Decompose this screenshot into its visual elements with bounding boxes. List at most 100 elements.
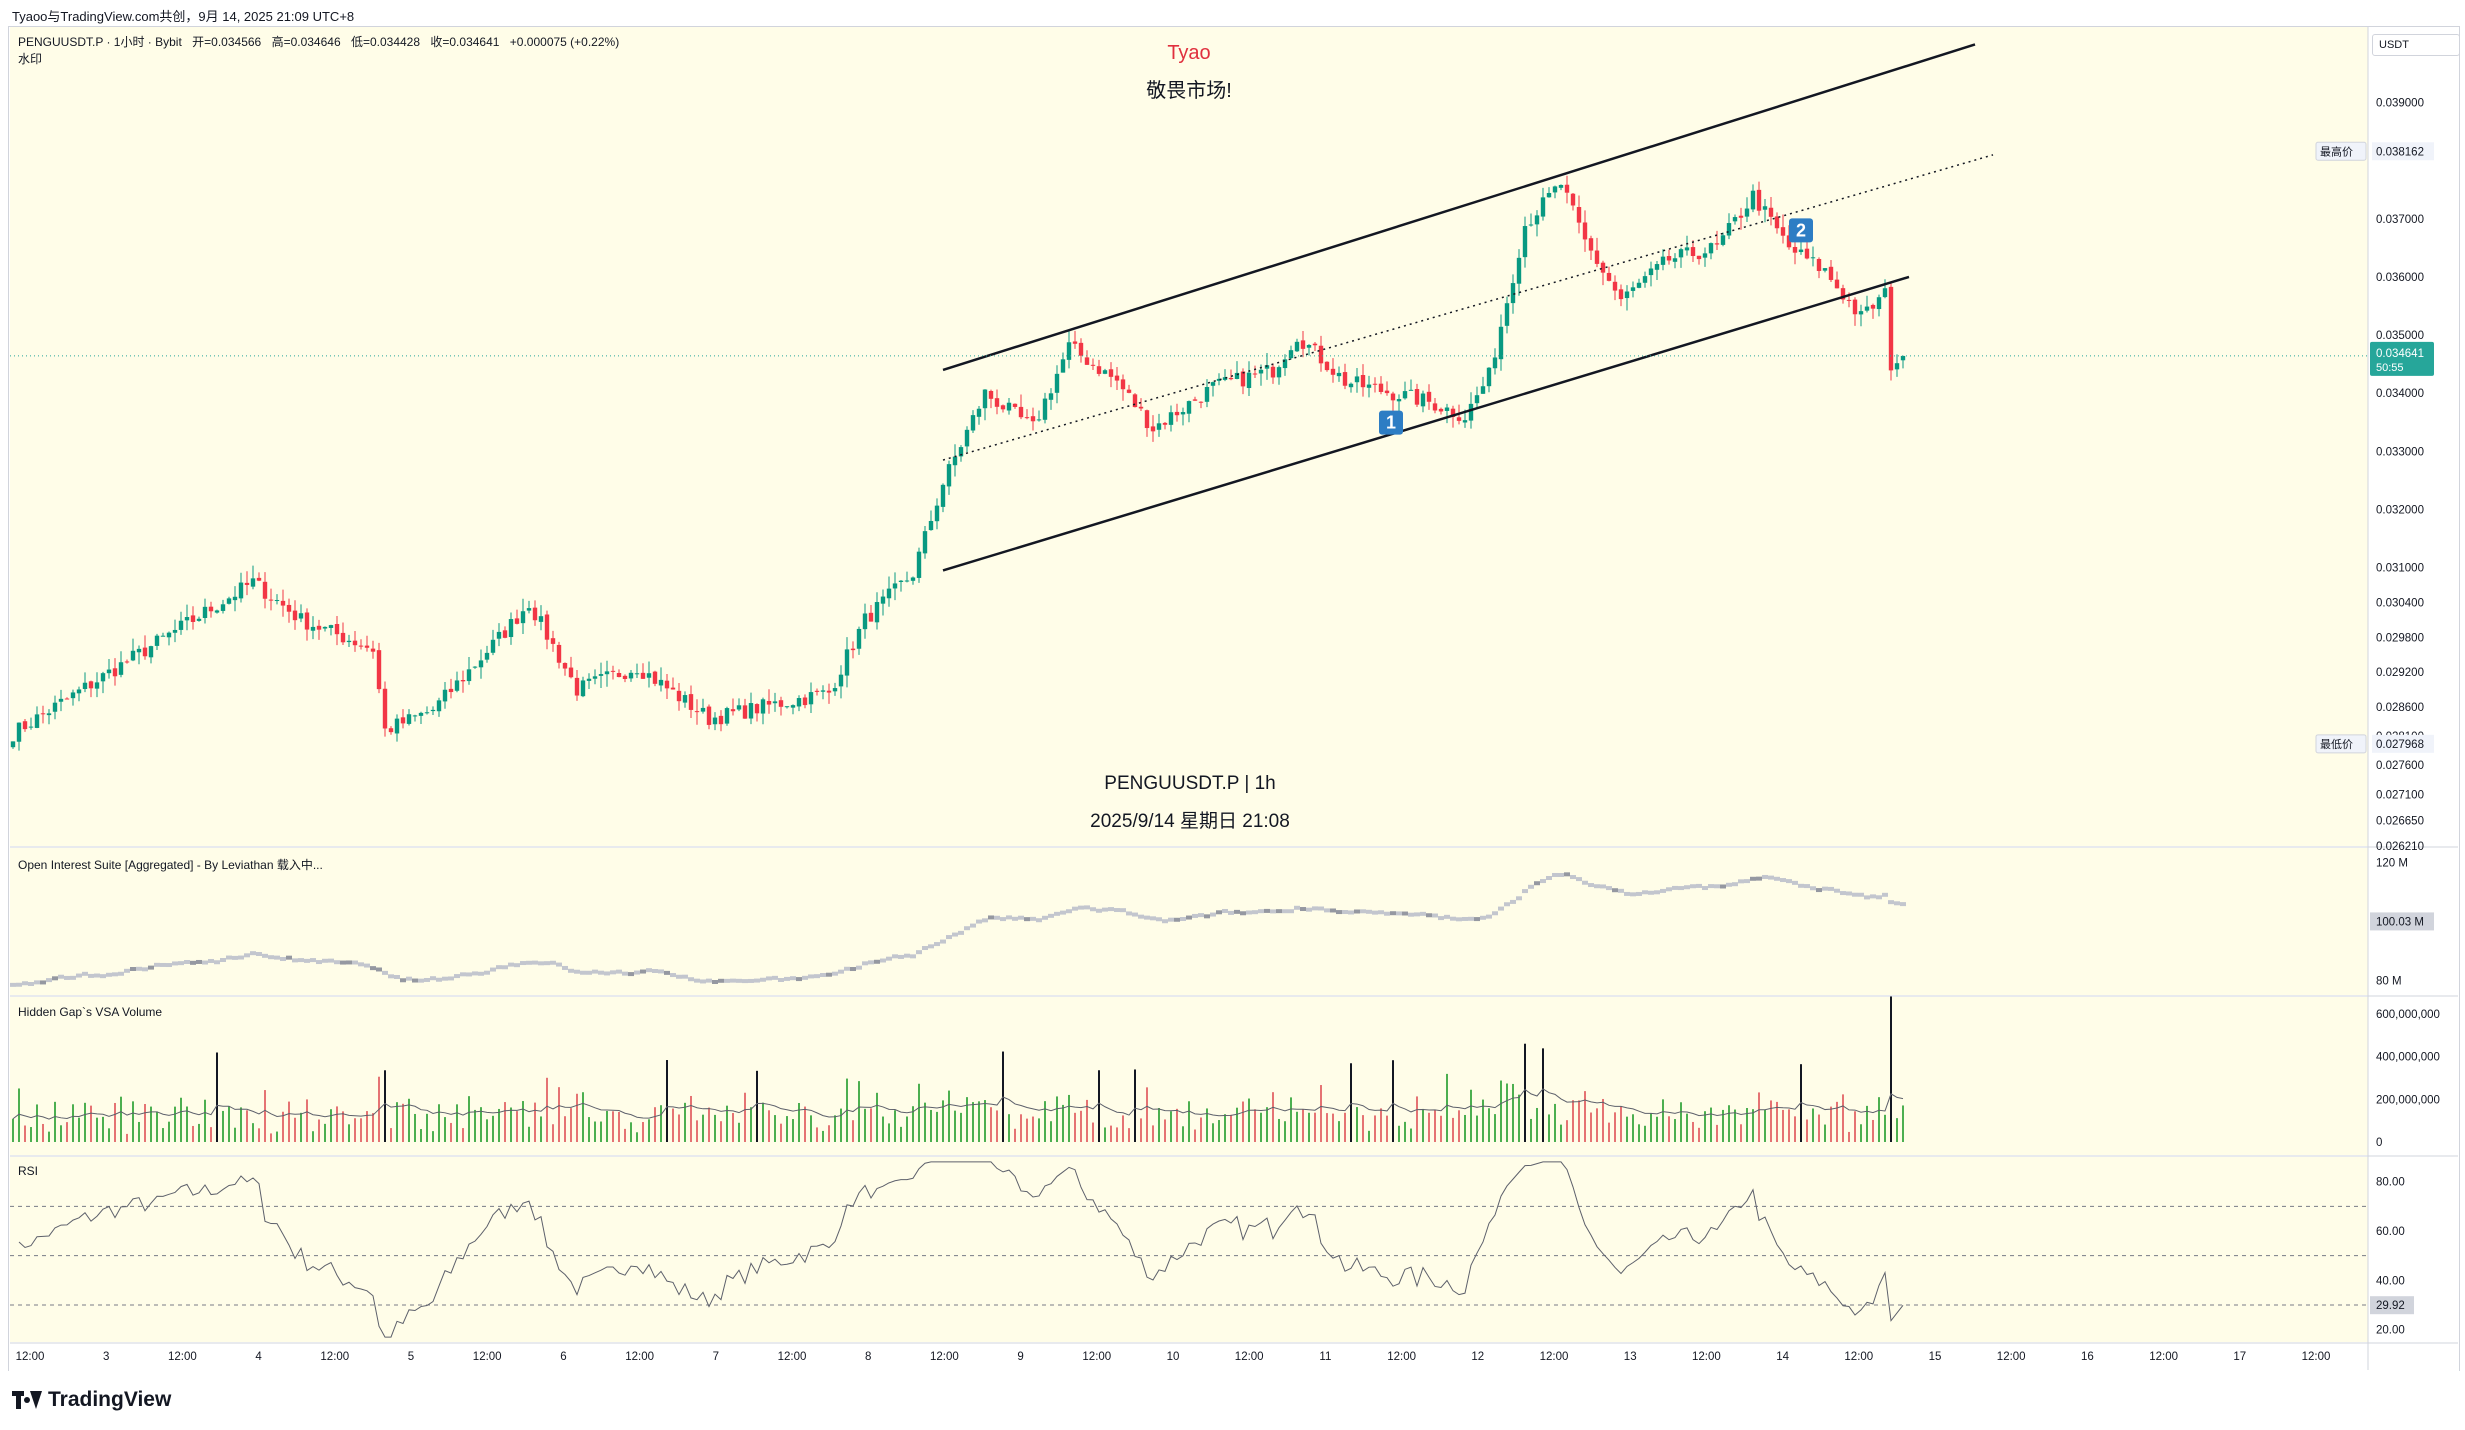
time-axis-label: 12:00 <box>1387 1351 1416 1363</box>
candle-body <box>1102 370 1108 374</box>
candle-body <box>934 505 940 522</box>
candle-body <box>1822 268 1828 271</box>
candle-body <box>454 680 460 691</box>
candle-body <box>94 682 100 689</box>
candle-body <box>1444 407 1450 411</box>
candle-body <box>406 714 412 724</box>
watermark-title: Tyao <box>1167 42 1211 64</box>
candle-body <box>952 456 958 466</box>
low-price-tag-bg <box>2315 734 2367 754</box>
candle-body <box>1402 391 1408 399</box>
price-tick-label: 0.039000 <box>2376 98 2424 110</box>
candle-body <box>376 650 382 690</box>
vsa-pane-title[interactable]: Hidden Gap`s VSA Volume <box>18 1005 163 1019</box>
candle-body <box>1150 426 1156 432</box>
candle-body <box>1222 377 1228 380</box>
candle-body <box>244 582 250 585</box>
candle-body <box>136 648 142 653</box>
candle-body <box>946 464 952 487</box>
candle-body <box>622 675 628 680</box>
candle-body <box>112 668 118 677</box>
candle-body <box>1312 343 1318 346</box>
candle-body <box>1354 376 1360 383</box>
symbol-watermark: PENGUUSDT.P | 1h <box>1104 773 1276 794</box>
candle-body <box>1702 253 1708 258</box>
rsi-pane-title[interactable]: RSI <box>18 1164 39 1178</box>
candle-body <box>1846 299 1852 301</box>
time-axis-label: 12:00 <box>168 1351 197 1363</box>
candle-body <box>1474 395 1480 404</box>
candle-body <box>310 626 316 631</box>
candle-body <box>574 677 580 696</box>
low-price-value: 0.027968 <box>2376 739 2424 751</box>
candle-body <box>1450 408 1456 417</box>
candle-body <box>34 714 40 728</box>
watermark-subtitle: 敬畏市场! <box>1146 80 1232 102</box>
candle-body <box>598 674 604 676</box>
candle-body <box>1018 406 1024 418</box>
candle-body <box>784 706 790 708</box>
rsi-axis-label: 40.00 <box>2376 1275 2405 1287</box>
candle-body <box>1480 386 1486 394</box>
candle-body <box>706 706 712 725</box>
rsi-axis-label: 60.00 <box>2376 1226 2405 1238</box>
candle-body <box>1882 288 1888 298</box>
candle-body <box>1204 387 1210 402</box>
tradingview-logo-text: TradingView <box>48 1388 172 1411</box>
candle-body <box>1486 367 1492 387</box>
candle-body <box>1252 373 1258 375</box>
watermark-indicator-label[interactable]: 水印 <box>18 52 43 66</box>
candle-body <box>238 582 244 599</box>
candle-body <box>1900 355 1906 361</box>
candle-body <box>1852 299 1858 315</box>
symbol-name[interactable]: PENGUUSDT.P · 1小时 · Bybit <box>18 35 182 49</box>
pane-bg-main <box>10 27 2368 846</box>
candle-body <box>1174 411 1180 416</box>
candle-body <box>1666 256 1672 261</box>
candle-body <box>1270 366 1276 378</box>
candle-body <box>1870 304 1876 309</box>
candle-body <box>166 632 172 638</box>
candle-body <box>106 669 112 674</box>
candle-body <box>214 610 220 613</box>
candle-body <box>1330 368 1336 375</box>
candle-body <box>1588 238 1594 251</box>
candle-body <box>682 695 688 703</box>
candle-body <box>1276 367 1282 378</box>
snapshot-caption: Tyaoo与TradingView.com共创，9月 14, 2025 21:0… <box>12 9 355 24</box>
oi-last-value: 100.03 M <box>2376 916 2424 928</box>
price-tick-label: 0.033000 <box>2376 446 2424 458</box>
time-axis-label: 12:00 <box>2149 1351 2178 1363</box>
candle-body <box>970 415 976 431</box>
candle-body <box>346 640 352 643</box>
candle-body <box>562 662 568 669</box>
candle-body <box>502 630 508 638</box>
candle-body <box>10 741 16 748</box>
oi-axis-label: 80 M <box>2376 975 2402 987</box>
high-price-value: 0.038162 <box>2376 146 2424 158</box>
oi-pane-title[interactable]: Open Interest Suite [Aggregated] - By Le… <box>18 858 323 872</box>
candle-body <box>130 650 136 661</box>
time-axis-label: 12:00 <box>930 1351 959 1363</box>
candle-body <box>472 666 478 668</box>
candle-body <box>1282 359 1288 369</box>
candle-body <box>370 648 376 652</box>
channel-mid-line <box>942 154 1994 461</box>
marker-2-badge <box>1789 218 1813 243</box>
candle-body <box>964 429 970 447</box>
time-axis-label: 12:00 <box>1082 1351 1111 1363</box>
candle-body <box>1390 393 1396 401</box>
candle-body <box>802 697 808 706</box>
candle-body <box>982 389 988 409</box>
candle-body <box>1894 363 1900 370</box>
candle-body <box>1114 375 1120 381</box>
candle-body <box>754 704 760 714</box>
candle-body <box>1606 272 1612 281</box>
candle-body <box>1552 186 1558 193</box>
time-axis-label: 14 <box>1776 1351 1789 1363</box>
last-price-value: 0.034641 <box>2376 348 2424 360</box>
currency-selector[interactable]: USDT <box>2372 34 2460 56</box>
candle-body <box>358 645 364 647</box>
candle-body <box>1534 215 1540 225</box>
